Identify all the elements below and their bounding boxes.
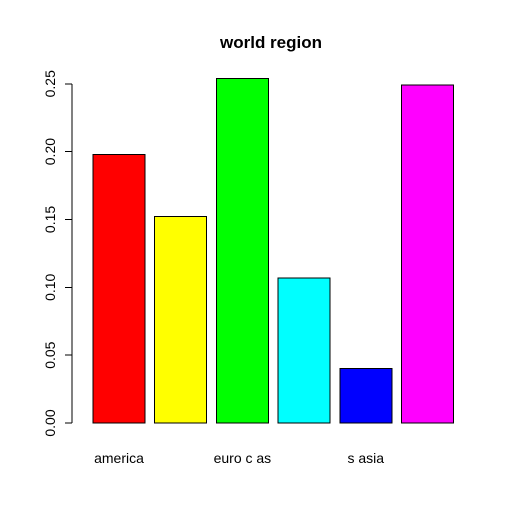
y-tick-label: 0.05 xyxy=(42,341,58,368)
bar-2 xyxy=(155,217,207,423)
x-axis-labels: america euro c as s asia xyxy=(94,450,384,466)
y-tick-label: 0.00 xyxy=(42,409,58,436)
bars-group xyxy=(93,78,454,423)
bar-4 xyxy=(278,278,330,423)
y-tick-label: 0.25 xyxy=(42,70,58,97)
y-tick-label: 0.20 xyxy=(42,138,58,165)
bar-5 xyxy=(340,369,392,423)
chart-title: world region xyxy=(219,33,322,52)
y-tick-label: 0.15 xyxy=(42,206,58,233)
bar-1 xyxy=(93,154,145,423)
x-category-label: euro c as xyxy=(214,450,272,466)
bar-3 xyxy=(216,78,268,423)
y-axis: 0.00 0.05 0.10 0.15 0.20 0.25 xyxy=(42,70,72,437)
bar-6 xyxy=(402,85,454,423)
x-category-label: america xyxy=(94,450,144,466)
y-tick-label: 0.10 xyxy=(42,273,58,300)
x-category-label: s asia xyxy=(348,450,385,466)
